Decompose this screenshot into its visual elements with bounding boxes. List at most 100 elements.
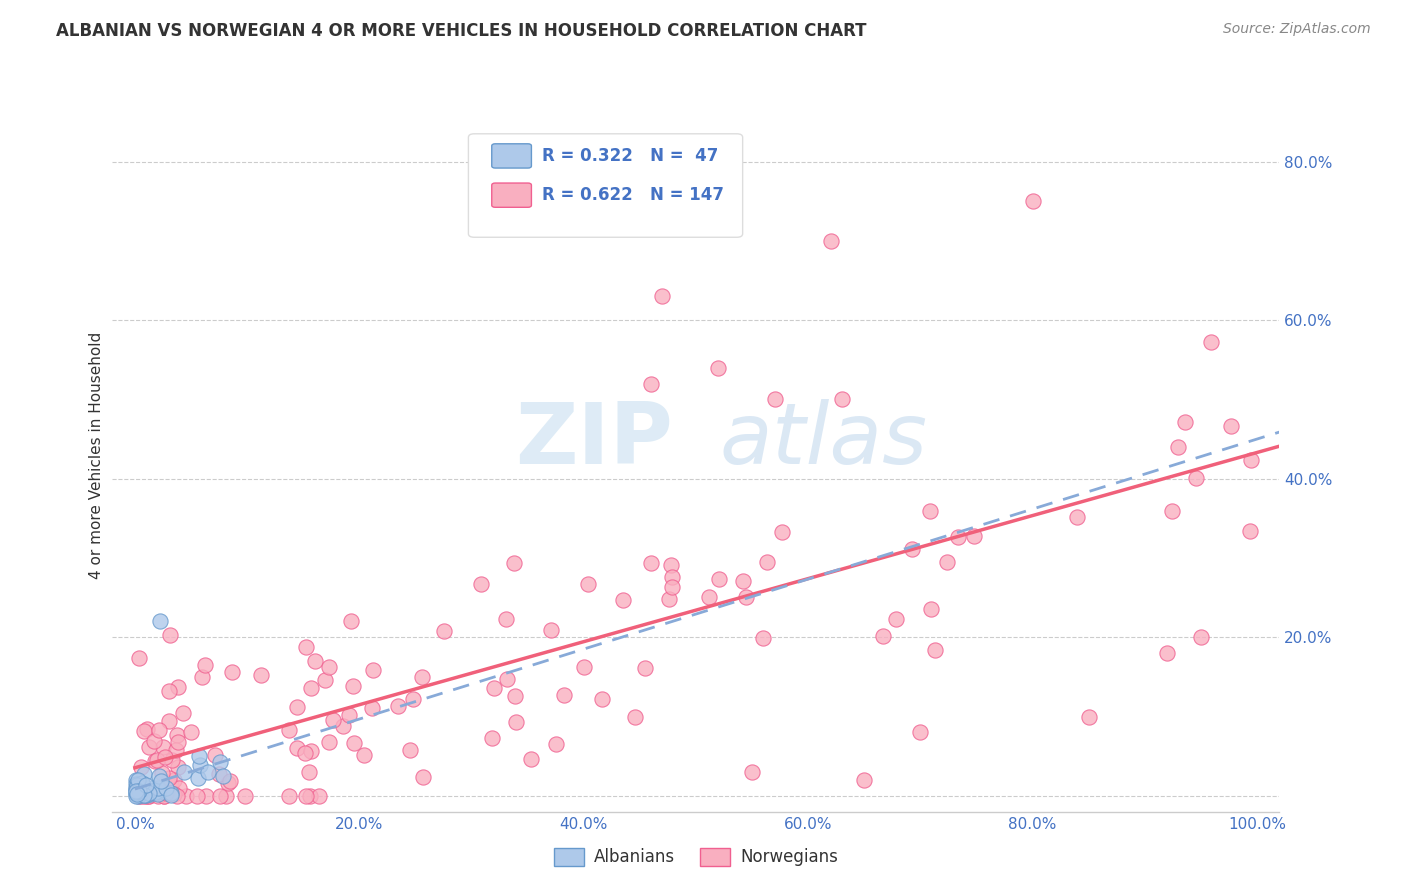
Point <box>353 748 375 763</box>
Point <box>167 681 190 695</box>
Text: ALBANIAN VS NORWEGIAN 4 OR MORE VEHICLES IN HOUSEHOLD CORRELATION CHART: ALBANIAN VS NORWEGIAN 4 OR MORE VEHICLES… <box>56 22 866 40</box>
Point <box>160 753 183 767</box>
Point <box>127 787 149 801</box>
Text: Source: ZipAtlas.com: Source: ZipAtlas.com <box>1223 22 1371 37</box>
Point <box>125 778 148 792</box>
Point <box>127 772 149 787</box>
Point <box>342 679 364 693</box>
Point <box>1199 335 1222 350</box>
Point <box>135 789 157 803</box>
Point <box>278 723 301 737</box>
Point <box>853 772 876 787</box>
Point <box>149 615 172 629</box>
Text: R = 0.322   N =  47: R = 0.322 N = 47 <box>541 147 718 165</box>
Y-axis label: 4 or more Vehicles in Household: 4 or more Vehicles in Household <box>89 331 104 579</box>
Point <box>132 789 155 803</box>
Point <box>544 737 567 751</box>
Point <box>194 789 217 803</box>
Point <box>129 760 152 774</box>
Point <box>411 670 433 684</box>
Point <box>125 781 148 796</box>
Point <box>591 692 613 706</box>
Point <box>285 740 308 755</box>
Point <box>153 789 176 803</box>
Point <box>1066 510 1088 524</box>
FancyBboxPatch shape <box>492 183 531 207</box>
Point <box>343 735 366 749</box>
Point <box>298 764 321 779</box>
Text: R = 0.622   N = 147: R = 0.622 N = 147 <box>541 186 724 204</box>
Point <box>208 766 231 780</box>
Point <box>155 750 177 764</box>
Point <box>399 742 422 756</box>
Point <box>135 778 157 792</box>
Point <box>481 731 503 745</box>
Point <box>278 789 301 803</box>
Point <box>1077 709 1099 723</box>
Text: atlas: atlas <box>720 399 928 483</box>
Point <box>661 570 683 584</box>
Point <box>361 701 384 715</box>
Point <box>412 770 434 784</box>
Point <box>148 769 170 783</box>
Point <box>149 774 172 789</box>
Point <box>212 769 235 783</box>
Point <box>707 360 730 375</box>
Point <box>188 758 211 772</box>
Point <box>174 789 197 803</box>
Point <box>132 767 155 781</box>
Point <box>131 782 153 797</box>
Point <box>131 777 153 791</box>
Point <box>308 789 330 803</box>
Point <box>402 692 425 706</box>
Point <box>741 765 763 780</box>
Point <box>160 778 183 792</box>
Point <box>936 555 959 569</box>
Point <box>139 787 162 801</box>
Point <box>166 789 188 803</box>
Point <box>1219 419 1241 434</box>
Point <box>482 681 505 695</box>
Point <box>187 771 209 785</box>
Point <box>948 530 970 544</box>
Point <box>143 785 166 799</box>
Point <box>186 789 208 803</box>
Point <box>322 714 344 728</box>
Point <box>125 777 148 791</box>
Point <box>165 743 187 757</box>
Point <box>299 744 322 758</box>
Point <box>709 572 731 586</box>
Point <box>138 789 160 803</box>
Point <box>138 787 160 801</box>
Point <box>233 789 256 803</box>
Point <box>209 789 232 803</box>
Point <box>304 654 326 668</box>
Point <box>167 760 190 774</box>
Point <box>318 735 340 749</box>
Point <box>194 658 217 673</box>
Point <box>131 775 153 789</box>
Point <box>623 710 645 724</box>
Point <box>763 392 786 407</box>
Point <box>155 786 177 800</box>
Point <box>540 623 562 637</box>
Point <box>141 787 163 801</box>
Point <box>1174 415 1197 429</box>
Point <box>1161 504 1184 518</box>
Point <box>294 746 316 760</box>
Point <box>180 724 202 739</box>
Point <box>162 788 184 802</box>
Point <box>135 722 157 736</box>
Point <box>658 591 681 606</box>
Point <box>155 780 177 795</box>
Point <box>197 764 219 779</box>
Point <box>150 766 173 780</box>
Point <box>146 780 169 795</box>
Point <box>731 574 754 588</box>
Point <box>1156 646 1178 660</box>
Point <box>640 556 662 570</box>
Point <box>831 392 853 407</box>
Point <box>1021 194 1043 209</box>
Point <box>314 673 336 687</box>
Point <box>496 672 519 686</box>
